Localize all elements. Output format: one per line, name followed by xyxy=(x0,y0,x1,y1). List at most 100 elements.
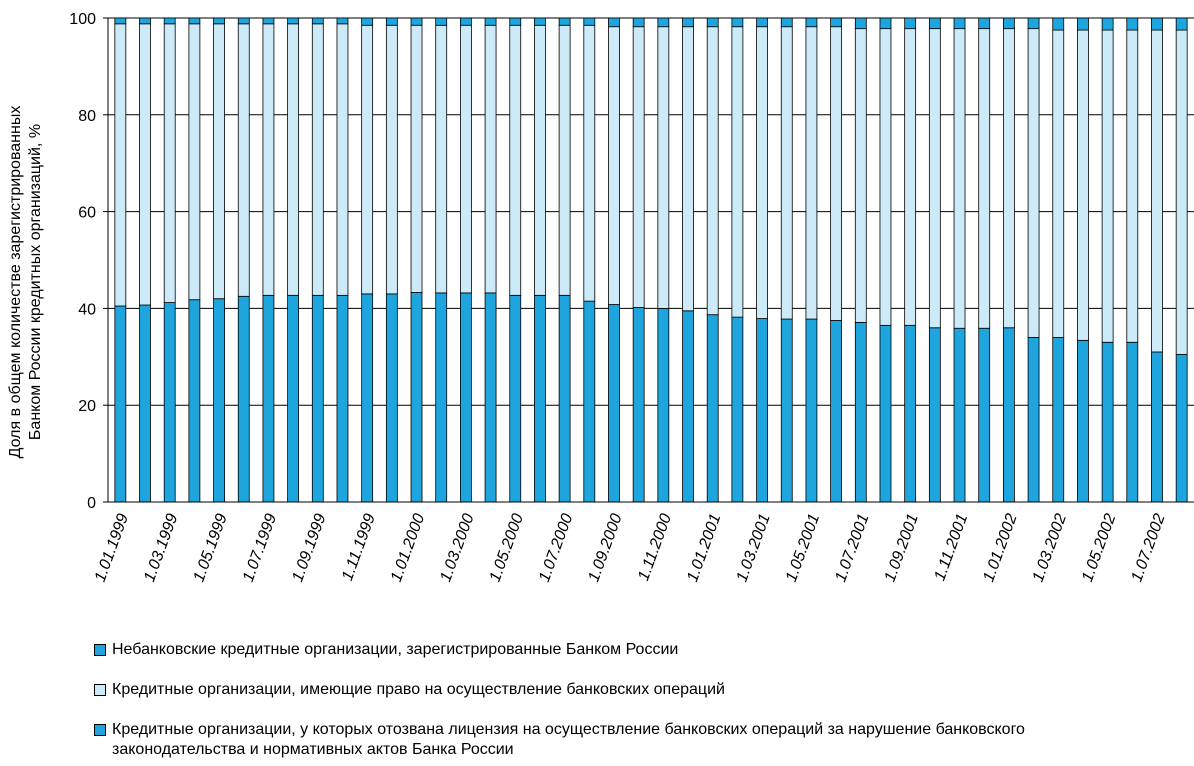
bar-segment xyxy=(262,294,275,503)
x-tick-label: 1.11.1999 xyxy=(339,511,379,583)
bar-segment xyxy=(854,17,867,30)
x-tick-label: 1.09.2001 xyxy=(882,512,922,585)
bar-segment xyxy=(780,318,793,503)
bar-segment xyxy=(978,327,991,503)
bar-segment xyxy=(657,307,670,503)
legend-label: Небанковские кредитные организации, заре… xyxy=(112,641,679,658)
bar-segment xyxy=(682,310,694,503)
bar-segment xyxy=(336,23,349,296)
bar-segment xyxy=(830,320,843,503)
bar-segment xyxy=(879,17,892,30)
legend-swatch xyxy=(94,724,106,736)
legend-swatch xyxy=(94,684,106,696)
bar-segment xyxy=(1126,341,1139,503)
bar-segment xyxy=(805,26,818,320)
bar-segment xyxy=(1101,17,1114,31)
bar-segment xyxy=(311,17,324,25)
bar-segment xyxy=(583,24,596,302)
bar-segment xyxy=(706,314,719,503)
bar-segment xyxy=(1151,29,1163,353)
bar-segment xyxy=(558,24,571,296)
bar-segment xyxy=(534,17,546,26)
legend-entry: Небанковские кредитные организации, заре… xyxy=(92,640,1112,660)
x-tick-label: 1.05.2001 xyxy=(783,512,823,585)
bar-segment xyxy=(410,17,423,26)
bar-segment xyxy=(139,23,151,306)
y-tick-label: 40 xyxy=(78,301,96,318)
bar-segment xyxy=(385,24,398,295)
bar-segment xyxy=(928,17,941,30)
bar-segment xyxy=(287,294,300,503)
bar-segment xyxy=(953,327,966,503)
bar-segment xyxy=(139,304,151,503)
bar-segment xyxy=(1151,351,1163,503)
bar-segment xyxy=(509,24,522,296)
bar-segment xyxy=(1077,17,1089,31)
y-tick-label: 0 xyxy=(87,495,96,512)
bar-segment xyxy=(188,17,201,25)
legend-label: Кредитные организации, имеющие право на … xyxy=(112,681,725,698)
bar-segment xyxy=(1027,17,1040,30)
bar-segment xyxy=(780,26,793,320)
bar-segment xyxy=(978,28,991,329)
bar-segment xyxy=(336,294,349,503)
bar-segment xyxy=(805,318,818,503)
bar-segment xyxy=(410,24,423,293)
bar-segment xyxy=(830,26,843,321)
bar-segment xyxy=(928,28,941,329)
x-tick-label: 1.05.1999 xyxy=(191,511,231,584)
bar-segment xyxy=(1126,29,1139,343)
x-tick-label: 1.09.1999 xyxy=(289,511,329,584)
bar-segment xyxy=(583,300,596,503)
bar-segment xyxy=(608,17,620,28)
bar-segment xyxy=(114,17,127,25)
bar-segment xyxy=(706,17,719,28)
bar-segment xyxy=(114,305,127,503)
bar-segment xyxy=(608,26,620,305)
bar-segment xyxy=(657,17,670,28)
legend-swatch xyxy=(94,644,106,656)
bar-segment xyxy=(1052,337,1065,503)
x-tick-label: 1.05.2000 xyxy=(487,511,527,584)
bar-segment xyxy=(361,24,374,295)
bar-segment xyxy=(1077,29,1089,341)
bar-segment xyxy=(657,26,670,309)
bar-segment xyxy=(509,17,522,26)
x-tick-label: 1.07.2001 xyxy=(832,512,872,585)
bar-segment xyxy=(435,292,448,503)
x-tick-label: 1.11.2000 xyxy=(635,511,675,583)
bar-segment xyxy=(978,17,991,30)
bar-segment xyxy=(879,324,892,503)
bar-segment xyxy=(1126,17,1139,31)
bar-segment xyxy=(213,23,225,300)
bar-segment xyxy=(385,17,398,26)
bar-segment xyxy=(534,294,546,503)
x-tick-label: 1.03.2000 xyxy=(437,511,477,584)
y-tick-label: 20 xyxy=(78,398,96,415)
bar-segment xyxy=(237,17,250,25)
x-tick-label: 1.07.2000 xyxy=(536,511,576,584)
bar-segment xyxy=(336,17,349,25)
bar-segment xyxy=(213,17,225,25)
bar-segment xyxy=(1175,29,1188,355)
bar-segment xyxy=(459,17,472,26)
bar-segment xyxy=(805,17,818,28)
x-tick-label: 1.01.2001 xyxy=(684,512,724,585)
bar-segment xyxy=(632,26,645,308)
bar-segment xyxy=(287,23,300,296)
bar-segment xyxy=(237,295,250,503)
bar-segment xyxy=(311,294,324,503)
bar-segment xyxy=(459,24,472,294)
y-tick-label: 60 xyxy=(78,205,96,222)
bar-segment xyxy=(1101,341,1114,503)
bar-segment xyxy=(1027,28,1040,338)
x-tick-label: 1.05.2002 xyxy=(1079,511,1119,584)
bar-segment xyxy=(854,322,867,503)
bar-segment xyxy=(756,26,768,319)
bar-segment xyxy=(756,17,768,28)
y-axis-label: Доля в общем количестве зарегистрированн… xyxy=(7,105,44,459)
x-tick-label: 1.03.2002 xyxy=(1030,511,1070,584)
bar-segment xyxy=(410,292,423,503)
bar-segment xyxy=(509,294,522,503)
bar-segment xyxy=(262,17,275,25)
